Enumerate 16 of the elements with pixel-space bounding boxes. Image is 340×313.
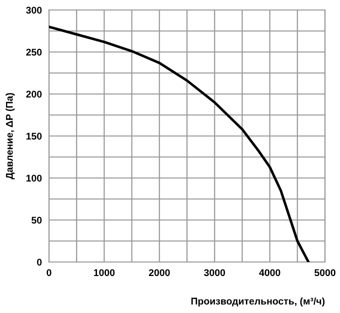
x-tick-label: 5000 bbox=[314, 269, 336, 276]
line-series bbox=[49, 26, 310, 262]
y-tick-label: 100 bbox=[26, 174, 42, 182]
x-tick-label: 0 bbox=[46, 269, 52, 276]
y-tick-label: 250 bbox=[26, 48, 42, 56]
y-tick-label: 200 bbox=[26, 90, 42, 98]
x-tick-label: 4000 bbox=[259, 269, 280, 276]
x-tick-label: 3000 bbox=[204, 269, 226, 276]
x-axis-title: Производительность, (м³/ч) bbox=[191, 297, 325, 307]
y-tick-label: 0 bbox=[37, 258, 42, 266]
x-tick-label: 1000 bbox=[94, 269, 115, 276]
y-tick-label: 300 bbox=[26, 6, 42, 14]
y-tick-label: 50 bbox=[32, 216, 42, 224]
y-axis-title: Давление, ΔP (Па) bbox=[6, 93, 15, 180]
y-tick-label: 150 bbox=[26, 132, 42, 140]
x-tick-label: 2000 bbox=[148, 269, 170, 276]
